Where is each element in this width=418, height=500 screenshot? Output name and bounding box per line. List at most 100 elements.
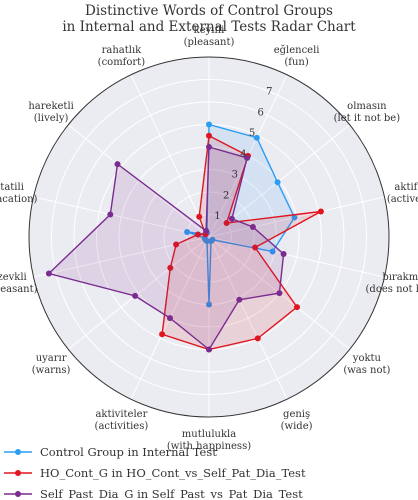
axis-label-translation-6: (wide)	[281, 421, 313, 432]
series-1-point-13	[196, 213, 203, 220]
spoke-4	[208, 236, 385, 278]
series-1-point-2	[223, 220, 230, 226]
series-1-point-9	[167, 264, 174, 271]
series-1-point-5	[294, 304, 300, 311]
r-tick-label-6: 6	[258, 107, 264, 118]
axis-label-7: mutlulukla(with happiness)	[167, 429, 251, 452]
series-1-point-3	[317, 208, 324, 215]
series-0-point-11	[184, 229, 191, 235]
axis-label-word-10: zevkli	[0, 272, 27, 283]
radar-plot-area: 1234567keyifli(pleasant)eğlenceli(fun)ol…	[0, 25, 418, 452]
series-0-point-7	[206, 301, 212, 308]
series-2-point-7	[206, 346, 212, 353]
axis-label-13: rahatlık(comfort)	[98, 45, 146, 68]
r-tick-label-2: 2	[223, 190, 229, 201]
spoke-13	[130, 74, 210, 238]
spoke-11	[33, 196, 210, 238]
axis-label-0: keyifli(pleasant)	[184, 25, 235, 48]
series-2-point-0	[206, 144, 212, 150]
plot-border	[28, 56, 390, 418]
series-0-point-1	[253, 134, 260, 141]
axis-label-6: geniş(wide)	[281, 409, 313, 432]
axis-label-word-6: geniş	[283, 409, 310, 420]
series-1-point-4	[252, 244, 259, 251]
series-2-point-6	[236, 296, 243, 303]
series-2-point-8	[167, 315, 173, 322]
series-fill-0	[187, 124, 295, 305]
axis-label-translation-7: (with happiness)	[167, 441, 251, 452]
series-2-point-9	[132, 292, 139, 299]
r-tick-label-3: 3	[232, 170, 238, 181]
spoke-9	[67, 236, 210, 350]
axis-label-translation-4: (does not leave)	[366, 284, 418, 295]
series-2-point-11	[107, 211, 114, 218]
legend-marker-2	[15, 491, 21, 497]
chart-title: Distinctive Words of Control Groups in I…	[62, 3, 356, 35]
axis-label-translation-11: (vacation)	[0, 194, 38, 205]
axis-label-1: eğlenceli(fun)	[274, 45, 320, 68]
axis-label-word-3: aktif	[394, 182, 418, 193]
axis-label-word-13: rahatlık	[102, 45, 143, 56]
series-1-point-8	[159, 331, 166, 338]
legend-label-2: Self_Past_Dia_G in Self_Past_vs_Pat_Dia_…	[40, 487, 303, 500]
axis-label-translation-3: (active)	[387, 194, 418, 205]
axis-label-translation-8: (activities)	[95, 421, 149, 432]
series-fill-1	[162, 135, 321, 350]
axis-label-10: zevkli(pleasant)	[0, 272, 38, 295]
series-1-point-11	[195, 231, 201, 238]
r-tick-label-7: 7	[266, 87, 272, 98]
series-2-point-5	[276, 290, 283, 297]
series-2-point-2	[228, 215, 235, 222]
series-fill-2	[48, 147, 284, 350]
legend-item-0: Control Group in Internal Test	[4, 445, 217, 459]
series-2-point-3	[249, 224, 256, 230]
series-1-point-6	[254, 335, 261, 342]
axis-label-word-1: eğlenceli	[274, 45, 320, 56]
series-0-point-4	[269, 248, 276, 255]
series-1-point-10	[173, 241, 180, 248]
series-2-point-4	[280, 251, 287, 257]
series-2-point-1	[244, 154, 251, 161]
axis-label-translation-1: (fun)	[284, 57, 308, 68]
series-0-point-2	[274, 179, 281, 186]
spoke-10	[33, 236, 210, 278]
axis-label-12: hareketli(lively)	[28, 101, 74, 124]
axis-label-2: olmasın(let it not be)	[334, 101, 401, 124]
axis-label-word-2: olmasın	[347, 101, 387, 112]
axis-label-9: uyarır(warns)	[32, 353, 71, 376]
series-2	[45, 144, 287, 353]
series-0-point-3	[291, 214, 298, 221]
series-2-point-10	[45, 270, 52, 277]
series-2-point-13	[203, 227, 210, 234]
axis-label-word-12: hareketli	[28, 101, 74, 112]
series-1-point-0	[206, 132, 212, 139]
axis-label-8: aktiviteler(activities)	[95, 409, 149, 432]
axis-label-3: aktif(active)	[387, 182, 418, 205]
legend-item-2: Self_Past_Dia_G in Self_Past_vs_Pat_Dia_…	[4, 487, 303, 500]
axis-label-4: bırakmaz(does not leave)	[366, 272, 418, 295]
series-0-point-0	[206, 121, 212, 128]
axis-label-word-8: aktiviteler	[95, 409, 147, 420]
axis-label-word-5: yoktu	[352, 353, 382, 364]
axis-label-word-4: bırakmaz	[382, 272, 418, 283]
axis-label-translation-9: (warns)	[32, 365, 71, 376]
axis-label-5: yoktu(was not)	[343, 353, 390, 376]
chart-title-line-2: in Internal and External Tests Radar Cha…	[62, 19, 356, 35]
axis-label-translation-10: (pleasant)	[0, 284, 38, 295]
r-tick-label-5: 5	[249, 128, 255, 139]
axis-label-translation-5: (was not)	[343, 365, 390, 376]
spoke-6	[208, 236, 288, 400]
axis-label-word-11: tatili	[0, 182, 24, 193]
legend: Control Group in Internal Test HO_Cont_G …	[4, 445, 306, 500]
axis-label-translation-0: (pleasant)	[184, 37, 235, 48]
series-2-point-12	[114, 161, 121, 168]
axis-label-word-7: mutlulukla	[182, 429, 236, 440]
axis-label-word-0: keyifli	[194, 25, 225, 36]
legend-item-1: HO_Cont_G in HO_Cont_vs_Self_Pat_Dia_Tes…	[4, 466, 306, 480]
axis-label-11: tatili(vacation)	[0, 182, 38, 205]
legend-marker-1	[15, 470, 21, 476]
r-tick-label-4: 4	[240, 149, 246, 160]
legend-marker-0	[15, 449, 21, 455]
axis-label-translation-12: (lively)	[34, 113, 69, 124]
